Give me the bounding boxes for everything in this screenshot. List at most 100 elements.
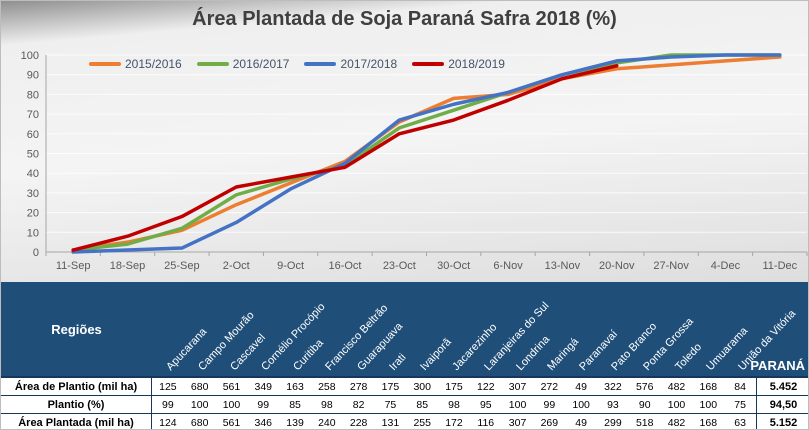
x-tick-label: 11-Sep bbox=[56, 260, 91, 272]
legend-label: 2015/2016 bbox=[125, 57, 182, 71]
y-tick-label: 70 bbox=[27, 109, 39, 121]
legend-label: 2018/2019 bbox=[448, 57, 505, 71]
row-total: 5.452 bbox=[756, 378, 808, 395]
table-cell: 100 bbox=[667, 398, 686, 411]
region-column-header: Campo Mourão bbox=[196, 309, 257, 373]
x-tick-label: 27-Nov bbox=[653, 260, 689, 272]
table-header: Regiões PARANÁ Apucarana Campo Mourão Casc… bbox=[1, 282, 808, 376]
table-cell: 100 bbox=[508, 398, 527, 411]
table-cell: 100 bbox=[572, 398, 590, 411]
table-cell: 49 bbox=[575, 416, 587, 429]
table-cell: 272 bbox=[540, 380, 559, 393]
table-cell: 255 bbox=[413, 416, 431, 429]
table-cell: 98 bbox=[448, 398, 460, 411]
table-cell: 85 bbox=[289, 398, 301, 411]
table-row: Área de Plantio (mil ha) 125 680 561 349 163 2… bbox=[1, 378, 808, 395]
table-cell: 680 bbox=[190, 380, 209, 393]
x-tick-label: 6-Nov bbox=[493, 260, 523, 272]
table-cell: 349 bbox=[254, 380, 273, 393]
legend-swatch-icon bbox=[196, 62, 229, 66]
region-column-header: Irati bbox=[386, 351, 409, 373]
y-tick-label: 90 bbox=[27, 70, 39, 82]
table-cell: 258 bbox=[318, 380, 336, 393]
table-cell: 125 bbox=[159, 380, 177, 393]
table-cell: 228 bbox=[349, 416, 368, 429]
row-total: 94,50 bbox=[756, 396, 808, 413]
table-cell: 278 bbox=[349, 380, 368, 393]
legend-item-2018-2019: 2018/2019 bbox=[412, 57, 505, 71]
table-cell: 84 bbox=[734, 380, 746, 393]
row-total: 5.152 bbox=[756, 414, 808, 429]
x-tick-label: 18-Sep bbox=[110, 260, 145, 272]
table-cell: 680 bbox=[190, 416, 209, 429]
table-cell: 269 bbox=[540, 416, 559, 429]
table-corner-label: Regiões bbox=[51, 321, 102, 337]
y-tick-label: 100 bbox=[21, 50, 39, 62]
table-cell: 99 bbox=[162, 398, 174, 411]
table-total-label: PARANÁ bbox=[750, 358, 805, 373]
table-cell: 90 bbox=[638, 398, 651, 411]
series-line-2015-2016 bbox=[71, 55, 782, 252]
table-cell: 576 bbox=[635, 380, 654, 393]
x-tick-label: 4-Dec bbox=[711, 260, 741, 272]
y-tick-label: 0 bbox=[33, 247, 39, 259]
table-body: Área de Plantio (mil ha) 125 680 561 349 163 2… bbox=[1, 376, 808, 429]
legend-item-2016-2017: 2016/2017 bbox=[196, 57, 289, 71]
x-tick-label: 20-Nov bbox=[599, 260, 635, 272]
region-column-header: Curitiba bbox=[291, 337, 327, 373]
table-cell: 100 bbox=[222, 398, 241, 411]
table-cell: 95 bbox=[479, 398, 492, 411]
x-tick-label: 16-Oct bbox=[328, 260, 361, 272]
table-cell: 116 bbox=[477, 416, 495, 429]
y-tick-label: 50 bbox=[27, 149, 39, 161]
table-row: Área Plantada (mil ha) 124 680 561 346 139 240… bbox=[1, 413, 808, 429]
x-tick-label: 23-Oct bbox=[383, 260, 416, 272]
table-cell: 139 bbox=[286, 416, 304, 429]
table-cell: 100 bbox=[190, 398, 209, 411]
x-tick-label: 11-Dec bbox=[762, 260, 797, 272]
table-cell: 168 bbox=[699, 380, 718, 393]
table-cell: 100 bbox=[699, 398, 718, 411]
legend-swatch-icon bbox=[304, 62, 337, 66]
table-cell: 122 bbox=[477, 380, 495, 393]
table-cell: 98 bbox=[320, 398, 333, 411]
x-tick-label: 30-Oct bbox=[437, 260, 470, 272]
legend-item-2015-2016: 2015/2016 bbox=[89, 57, 182, 71]
series-line-2018-2019 bbox=[71, 64, 619, 252]
y-tick-label: 40 bbox=[27, 168, 39, 180]
y-tick-label: 10 bbox=[27, 227, 39, 239]
table-cell: 300 bbox=[413, 380, 431, 393]
series-line-2017-2018 bbox=[71, 53, 782, 254]
line-plot: 0 10 20 30 40 50 60 70 80 90 100 11-Sep 18-Sep 25-Sep… bbox=[21, 50, 808, 272]
table-cell: 307 bbox=[508, 416, 527, 429]
y-tick-label: 80 bbox=[27, 89, 39, 101]
table-cell: 240 bbox=[318, 416, 336, 429]
table-row: Plantio (%) 99 100 100 99 85 98 82 75 85 98 95 100 99… bbox=[1, 395, 808, 413]
x-tick-label: 13-Nov bbox=[545, 260, 581, 272]
y-tick-label: 60 bbox=[27, 129, 39, 141]
table-cell: 175 bbox=[381, 380, 400, 393]
table-cell: 307 bbox=[508, 380, 527, 393]
table-cell: 93 bbox=[607, 398, 619, 411]
x-tick-label: 25-Sep bbox=[164, 260, 199, 272]
table-cell: 124 bbox=[159, 416, 177, 429]
table-cell: 168 bbox=[699, 416, 718, 429]
table-cell: 518 bbox=[635, 416, 654, 429]
table-cell: 131 bbox=[381, 416, 400, 429]
y-tick-label: 30 bbox=[27, 188, 39, 200]
legend-label: 2017/2018 bbox=[340, 57, 398, 71]
x-tick-label: 2-Oct bbox=[223, 260, 250, 272]
legend-swatch-icon bbox=[89, 62, 121, 66]
chart-legend: 2015/2016 2016/2017 2017/2018 2018/2019 bbox=[89, 57, 505, 71]
table-cell: 75 bbox=[384, 398, 397, 411]
table-cell: 99 bbox=[543, 398, 556, 411]
series-line-2016-2017 bbox=[71, 53, 782, 252]
table-cell: 561 bbox=[222, 380, 241, 393]
table-cell: 175 bbox=[445, 380, 463, 393]
table-cell: 346 bbox=[254, 416, 273, 429]
table-cell: 482 bbox=[667, 380, 686, 393]
table-cell: 49 bbox=[575, 380, 587, 393]
legend-swatch-icon bbox=[412, 62, 445, 66]
table-cell: 99 bbox=[257, 398, 270, 411]
